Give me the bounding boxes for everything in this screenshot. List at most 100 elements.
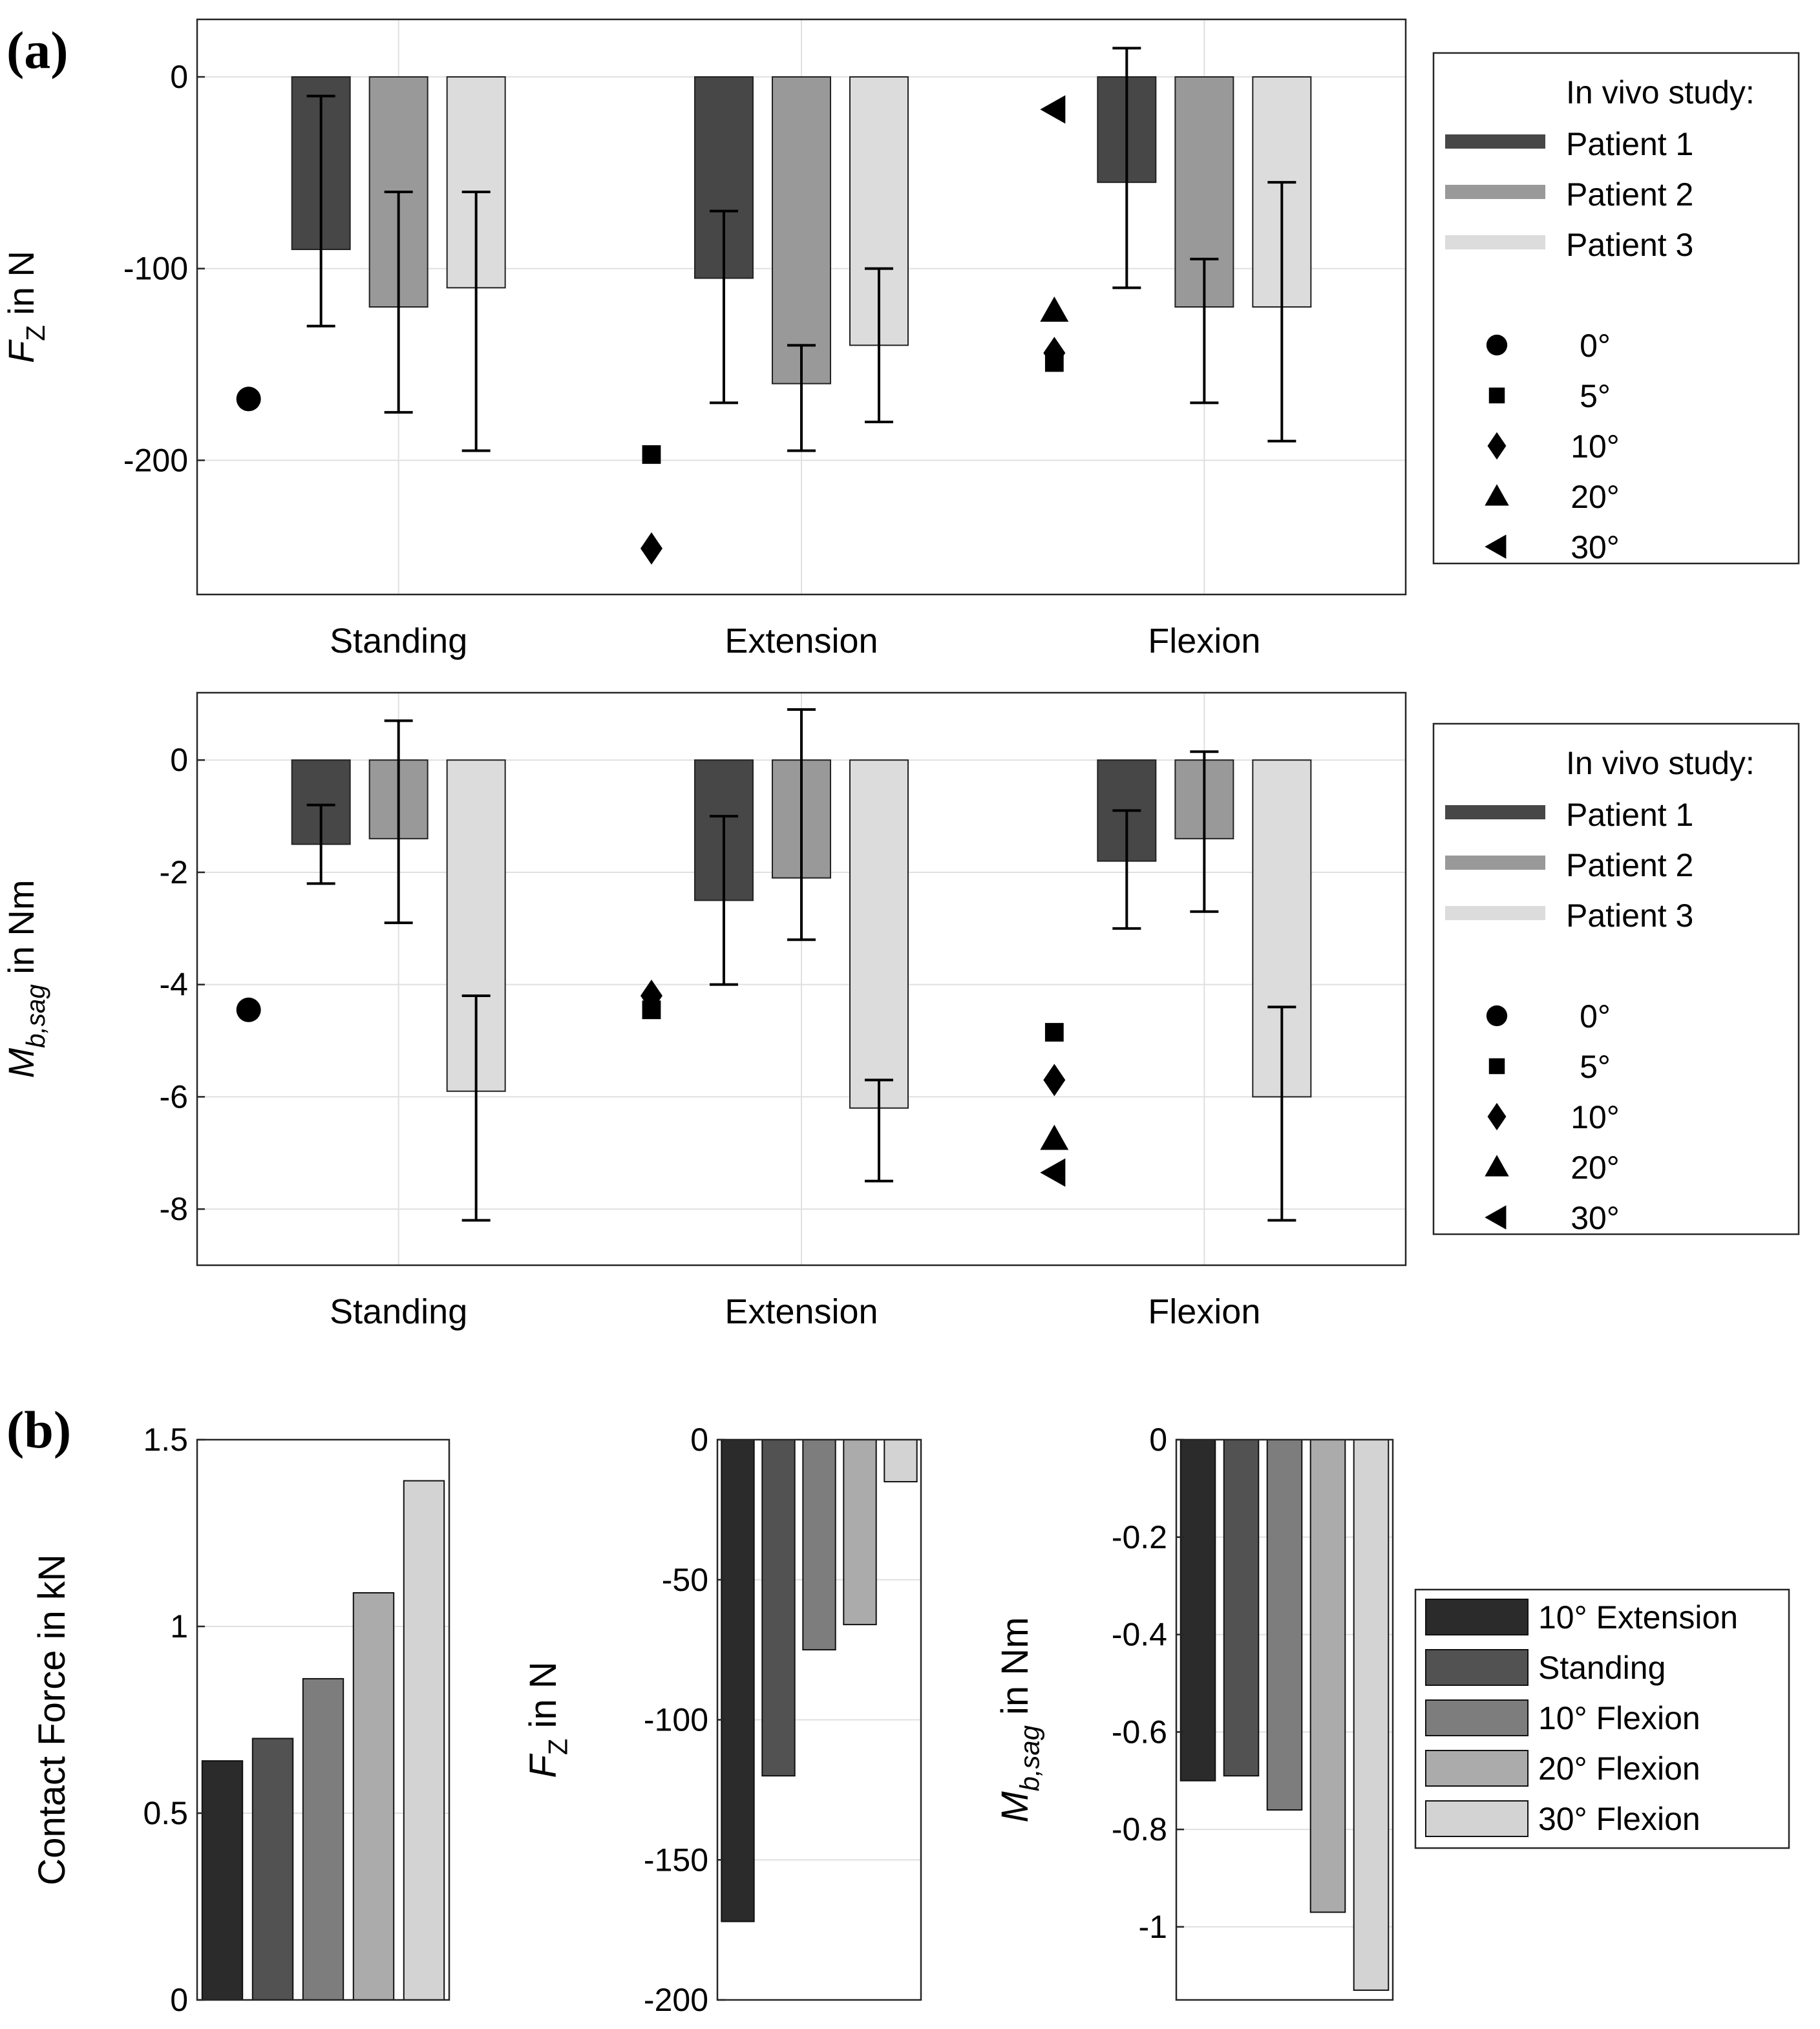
y-tick-label: 0.5 (143, 1795, 188, 1831)
data-marker-30deg (1040, 1158, 1066, 1187)
bar-standing (251, 1738, 294, 2001)
legend-marker-label: 20° (1571, 1150, 1620, 1186)
x-tick-label: Extension (725, 1292, 878, 1331)
legend-marker-label: 5° (1580, 378, 1611, 414)
bar-standing (1223, 1439, 1260, 1777)
bar-10-extension (721, 1439, 755, 1922)
legend-marker-label: 10° (1571, 1099, 1620, 1135)
legend-label: 30° Flexion (1538, 1801, 1700, 1837)
y-tick-label: -100 (123, 251, 188, 287)
chart-b-contact-force: 0 0.5 1 1.5 Contact Force in kN (31, 1422, 450, 2018)
legend-marker-diamond (1487, 1102, 1507, 1131)
legend-label: Patient 2 (1566, 847, 1693, 883)
chart-b-moment: 0 -0.2 -0.4 -0.6 -0.8 -1 Mb,sag in Nm 10° Exten… (994, 1422, 1790, 2001)
legend-swatch (1445, 906, 1545, 920)
y-axis-label: Mb,sag in Nm (994, 1617, 1044, 1822)
data-marker-10deg (640, 532, 662, 565)
data-marker-5deg (1044, 1023, 1064, 1042)
bar-standing (761, 1439, 796, 1777)
x-tick-label: Standing (330, 622, 467, 660)
x-tick-label: Standing (330, 1292, 467, 1331)
bar-patient-2 (772, 76, 831, 384)
y-tick-label: 0 (170, 1982, 188, 2018)
data-marker-0deg (236, 386, 261, 412)
legend-swatch (1425, 1699, 1529, 1736)
axes-box (196, 1438, 450, 2001)
legend-label: Standing (1538, 1650, 1666, 1686)
data-marker-10deg (1043, 337, 1066, 370)
y-tick-label: -0.2 (1112, 1519, 1167, 1555)
legend-label: Patient 3 (1566, 898, 1693, 934)
y-tick-label: -0.6 (1112, 1714, 1167, 1750)
panel-label-a: (a) (6, 21, 69, 79)
axes-box (196, 18, 1407, 596)
legend-marker-triangle-up (1485, 1155, 1509, 1177)
y-tick-label: -6 (160, 1078, 188, 1115)
legend-marker-label: 0° (1580, 998, 1611, 1035)
legend-marker-square (1488, 387, 1505, 404)
y-axis-label: Mb,sag in Nm (1, 879, 50, 1078)
legend-swatch (1445, 235, 1545, 249)
legend-marker-diamond (1487, 432, 1507, 460)
bar-10-flexion (1266, 1439, 1303, 1811)
y-tick-label: -50 (662, 1562, 708, 1598)
y-tick-label: -100 (644, 1702, 708, 1738)
bar-30-flexion (403, 1480, 445, 2001)
bar-patient-3 (849, 759, 909, 1109)
legend-marker-triangle-up (1485, 484, 1509, 506)
data-marker-5deg (642, 445, 661, 464)
legend-swatch (1445, 805, 1545, 819)
legend-label: Patient 1 (1566, 126, 1693, 162)
legend-marker-triangle-left (1485, 534, 1507, 559)
y-tick-label: 0 (1149, 1422, 1167, 1458)
bar-20-flexion (352, 1592, 395, 2001)
axes-box (196, 691, 1407, 1267)
y-tick-label: -1 (1139, 1909, 1167, 1945)
legend-marker-circle (1486, 334, 1508, 356)
legend-label: 20° Flexion (1538, 1750, 1700, 1787)
legend-marker-triangle-left (1485, 1205, 1507, 1230)
bar-10-extension (201, 1760, 244, 2001)
legend-swatch (1445, 185, 1545, 199)
bar-20-flexion (843, 1439, 877, 1626)
bar-20-flexion (1309, 1439, 1346, 1913)
legend-swatch (1425, 1750, 1529, 1787)
y-tick-label: -200 (123, 442, 188, 478)
data-marker-10deg (1043, 1064, 1066, 1097)
legend-marker-label: 30° (1571, 529, 1620, 565)
y-axis-label: FZ in N (522, 1661, 573, 1778)
y-tick-label: 0 (690, 1422, 708, 1458)
bar-10-flexion (802, 1439, 836, 1651)
axes-box (1175, 1438, 1394, 2001)
y-tick-label: -2 (160, 854, 188, 890)
legend-marker-label: 5° (1580, 1049, 1611, 1085)
legend-title: In vivo study: (1566, 74, 1755, 110)
legend-swatch (1445, 856, 1545, 870)
legend-marker-label: 10° (1571, 428, 1620, 465)
bar-10-flexion (302, 1677, 344, 2001)
legend-label: 10° Extension (1538, 1599, 1738, 1635)
legend-marker-label: 20° (1571, 479, 1620, 515)
y-tick-label: -200 (644, 1982, 708, 2018)
panel-label-b: (b) (6, 1400, 71, 1459)
legend-label: Patient 1 (1566, 797, 1693, 833)
data-marker-10deg (640, 980, 662, 1013)
chart-b-fz: 0 -50 -100 -150 -200 FZ in N (522, 1422, 922, 2018)
y-axis-label: Contact Force in kN (31, 1554, 73, 1886)
legend-title: In vivo study: (1566, 745, 1755, 781)
y-tick-label: -8 (160, 1191, 188, 1227)
legend-marker-label: 0° (1580, 328, 1611, 364)
chart-a-bottom: 0 -2 -4 -6 -8 Standing Extension Flexion Mb,sag … (1, 691, 1800, 1331)
bar-30-flexion (884, 1439, 918, 1483)
legend-label: Patient 3 (1566, 227, 1693, 263)
x-tick-label: Flexion (1148, 1292, 1260, 1331)
data-marker-0deg (236, 997, 261, 1022)
legend-swatch (1425, 1800, 1529, 1837)
legend-swatch (1425, 1599, 1529, 1635)
data-marker-20deg (1040, 1124, 1069, 1150)
y-tick-label: 0 (170, 742, 188, 778)
y-tick-label: -0.8 (1112, 1811, 1167, 1847)
legend-marker-circle (1486, 1005, 1508, 1027)
chart-a-top: 0 -100 -200 Standing Extension Flexion FZ in N… (1, 18, 1800, 660)
